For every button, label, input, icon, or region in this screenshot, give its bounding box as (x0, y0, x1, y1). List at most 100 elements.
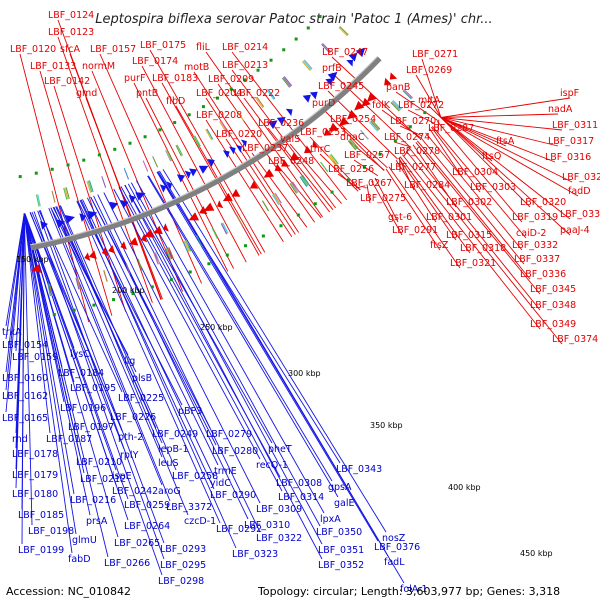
cog-category-block (123, 167, 130, 180)
reverse-gene-arrow (235, 144, 242, 153)
forward-leader-line (331, 56, 421, 139)
gc-mark (82, 158, 86, 162)
cog-category-block (236, 110, 244, 121)
gc-mark (128, 141, 132, 145)
forward-gene-label: LBF_0319 (512, 212, 558, 223)
forward-gene-label: LBF_0174 (132, 56, 178, 67)
reverse-leader-line (127, 183, 323, 545)
reverse-gene-arrow (109, 201, 119, 211)
forward-leader-line (437, 119, 440, 134)
forward-gene-label: purF (124, 73, 145, 84)
forward-leader-line (440, 117, 563, 131)
reverse-gene-label: LBF_0195 (70, 383, 116, 394)
forward-gene-label: gst-6 (388, 212, 412, 223)
reverse-gene-arrow (346, 59, 354, 67)
reverse-gene-label: LBF_0154 (2, 340, 48, 351)
reverse-gene-arrow (64, 215, 75, 224)
cog-category-block (349, 138, 359, 149)
reverse-gene-label: LBF_0198 (28, 526, 74, 537)
forward-leader-line (385, 168, 441, 251)
cog-category-block (205, 129, 213, 141)
forward-gene-label: LBF_0245 (318, 81, 364, 92)
topology-text: Topology: circular; Length: 3,603,977 bp… (258, 585, 561, 598)
cog-category-block (255, 97, 264, 108)
forward-gene-label: LBF_0317 (548, 136, 594, 147)
forward-leader-line (440, 117, 571, 220)
reverse-gene-label: LBF_0293 (160, 544, 206, 555)
reverse-gene-label: LBF_0159 (12, 352, 58, 363)
gc-mark (423, 111, 427, 115)
reverse-gene-label: LBF_0187 (46, 434, 92, 445)
cog-category-block (176, 144, 183, 156)
reverse-gene-label: LBF_0314 (278, 492, 324, 503)
cog-category-block (322, 43, 332, 53)
forward-gene-label: LBF_0271 (412, 49, 458, 60)
forward-gene-label: motB (184, 62, 209, 73)
gc-mark (52, 313, 56, 317)
forward-gene-label: panB (386, 82, 410, 93)
reverse-gene-label: LBF_0199 (18, 545, 64, 556)
gc-mark (296, 213, 300, 217)
gc-mark (173, 121, 177, 125)
cog-category-block (76, 277, 81, 290)
gc-mark (378, 152, 382, 156)
reverse-gene-arrow (240, 139, 247, 148)
cog-category-block (330, 153, 339, 165)
forward-leader-line (415, 74, 442, 118)
cog-category-block (220, 120, 228, 132)
gc-mark (18, 175, 22, 179)
cog-category-block (267, 88, 276, 100)
cog-category-block (47, 284, 52, 297)
forward-gene-label: LBF_0248 (268, 156, 314, 167)
forward-gene-label: LBF_0208 (196, 110, 242, 121)
forward-gene-label: LBF_0270 (390, 116, 436, 127)
forward-gene-arrow (312, 140, 319, 148)
cog-category-block (64, 187, 69, 200)
forward-gene-arrow (108, 244, 116, 254)
cog-category-block (348, 139, 358, 150)
cog-category-block (142, 160, 149, 172)
forward-gene-label: LBF_0287 (428, 123, 474, 134)
reverse-gene-arrow (285, 108, 293, 116)
cog-category-block (153, 252, 159, 265)
reverse-leader-line (23, 213, 77, 535)
forward-gene-label: ispF (560, 88, 579, 99)
forward-gene-label: LBF_0318 (460, 243, 506, 254)
reverse-gene-label: pBP3 (178, 406, 202, 417)
forward-leader-lines (19, 19, 579, 345)
cog-category-block (182, 241, 189, 253)
forward-gene-label: LBF_0236 (258, 118, 304, 129)
cog-category-block (101, 176, 107, 188)
forward-leader-line (409, 147, 541, 311)
gc-mark (34, 171, 38, 175)
forward-leader-line (243, 97, 331, 213)
forward-gene-label: LBF_0303 (470, 182, 516, 193)
forward-gene-label: LBF_0213 (222, 60, 268, 71)
gc-mark (393, 139, 397, 143)
reverse-gene-label: ispE (112, 471, 132, 482)
forward-gene-label: LBF_0183 (152, 73, 198, 84)
forward-leader-line (431, 126, 527, 239)
cog-category-block (360, 129, 369, 140)
gc-mark (50, 167, 54, 171)
cog-category-block (194, 135, 201, 147)
forward-leader-line (371, 180, 403, 236)
forward-leader-line (149, 49, 266, 253)
reverse-gene-label: LBF_0258 (172, 471, 218, 482)
forward-gene-label: sfcA (60, 44, 81, 55)
reverse-gene-label: LBF_0249 (152, 429, 198, 440)
scale-tick-label: 350 kbp (370, 421, 403, 430)
reverse-gene-label: czcD-1 (184, 516, 216, 527)
reverse-leader-line (136, 180, 325, 514)
forward-leader-line (225, 138, 293, 237)
forward-gene-arrow (274, 163, 283, 172)
reverse-gene-arrow (267, 120, 278, 130)
reverse-gene-arrow (309, 91, 318, 100)
cog-category-block (329, 154, 338, 166)
cog-category-block (165, 150, 172, 162)
cog-category-block (51, 190, 56, 203)
gc-mark (131, 291, 135, 295)
reverse-leader-line (147, 175, 339, 498)
forward-leader-line (440, 117, 556, 163)
